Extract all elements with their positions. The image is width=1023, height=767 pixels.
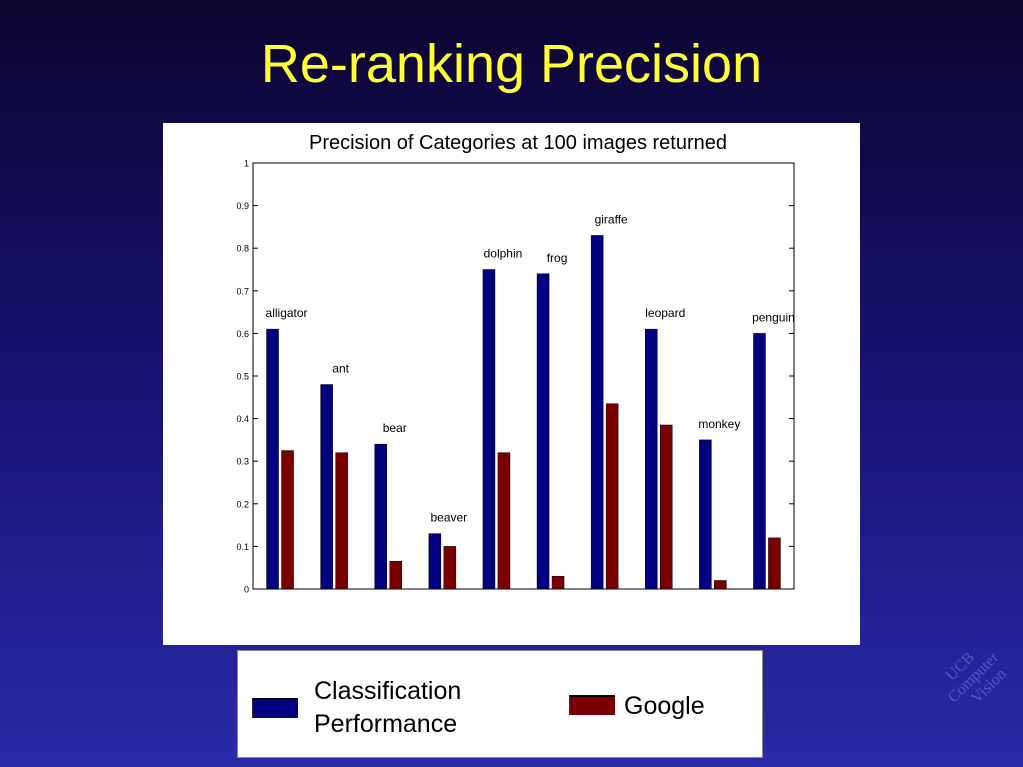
y-tick-label: 0.3 <box>236 457 249 467</box>
category-label-ant: ant <box>332 362 349 376</box>
bar-classification-beaver <box>428 533 442 590</box>
watermark: UCB Computer Vision <box>930 607 1023 741</box>
bar-google-monkey <box>714 580 727 590</box>
y-tick-label: 0.5 <box>236 372 249 382</box>
legend-label-google: Google <box>624 692 705 720</box>
category-label-frog: frog <box>547 251 568 265</box>
legend: Classification Performance Google <box>237 650 763 758</box>
y-tick-label: 0.9 <box>236 201 249 211</box>
slide-title: Re-ranking Precision <box>260 34 763 94</box>
bar-classification-leopard <box>645 328 658 590</box>
category-label-bear: bear <box>383 421 407 435</box>
y-tick-label: 0.6 <box>236 329 249 339</box>
category-labels: alligator ant bear beaver dolphin frog giraffe… <box>266 212 795 524</box>
category-label-leopard: leopard <box>645 306 685 320</box>
y-tick-label: 0.8 <box>236 244 249 254</box>
bar-google-dolphin <box>497 452 511 590</box>
legend-swatch-classification <box>252 698 298 718</box>
chart-title: Precision of Categories at 100 images re… <box>309 132 727 154</box>
category-label-penguin: penguin <box>752 310 795 324</box>
bar-classification-frog <box>536 273 550 590</box>
bar-classification-penguin <box>753 333 766 590</box>
legend-label-classification-line2: Performance <box>314 710 458 738</box>
y-tick-label: 0 <box>244 585 249 595</box>
legend-swatch-google <box>569 695 615 715</box>
bar-classification-monkey <box>699 439 712 590</box>
bar-classification-dolphin <box>482 269 496 590</box>
bar-google-giraffe <box>605 403 619 590</box>
y-tick-label: 0.2 <box>236 499 249 509</box>
bar-classification-bear <box>374 443 387 590</box>
category-label-beaver: beaver <box>430 511 467 525</box>
axes: 0 0.1 0.2 0.3 0.4 0.5 0.6 0.7 0.8 0.9 1 <box>236 159 795 595</box>
category-label-dolphin: dolphin <box>484 247 523 261</box>
bar-classification-ant <box>320 384 333 590</box>
bar-chart: Precision of Categories at 100 images re… <box>236 132 795 595</box>
category-label-monkey: monkey <box>698 417 740 431</box>
bar-google-frog <box>551 575 565 590</box>
y-tick-label: 0.7 <box>236 286 249 296</box>
bar-google-bear <box>389 561 402 590</box>
category-label-giraffe: giraffe <box>595 212 628 226</box>
category-label-alligator: alligator <box>266 306 308 320</box>
y-tick-label: 0.4 <box>236 414 249 424</box>
plot-frame <box>252 162 795 590</box>
bar-classification-alligator <box>266 328 279 590</box>
bar-classification-giraffe <box>590 235 604 590</box>
bars <box>266 235 781 590</box>
y-tick-label: 0.1 <box>236 542 249 552</box>
y-tick-label: 1 <box>244 159 249 169</box>
bar-google-beaver <box>443 546 457 590</box>
bar-google-alligator <box>281 450 294 590</box>
bar-google-leopard <box>660 424 673 590</box>
bar-google-penguin <box>768 537 781 590</box>
legend-label-classification-line1: Classification <box>314 677 462 705</box>
bar-google-ant <box>335 452 348 590</box>
chart-panel: Precision of Categories at 100 images re… <box>163 123 860 645</box>
